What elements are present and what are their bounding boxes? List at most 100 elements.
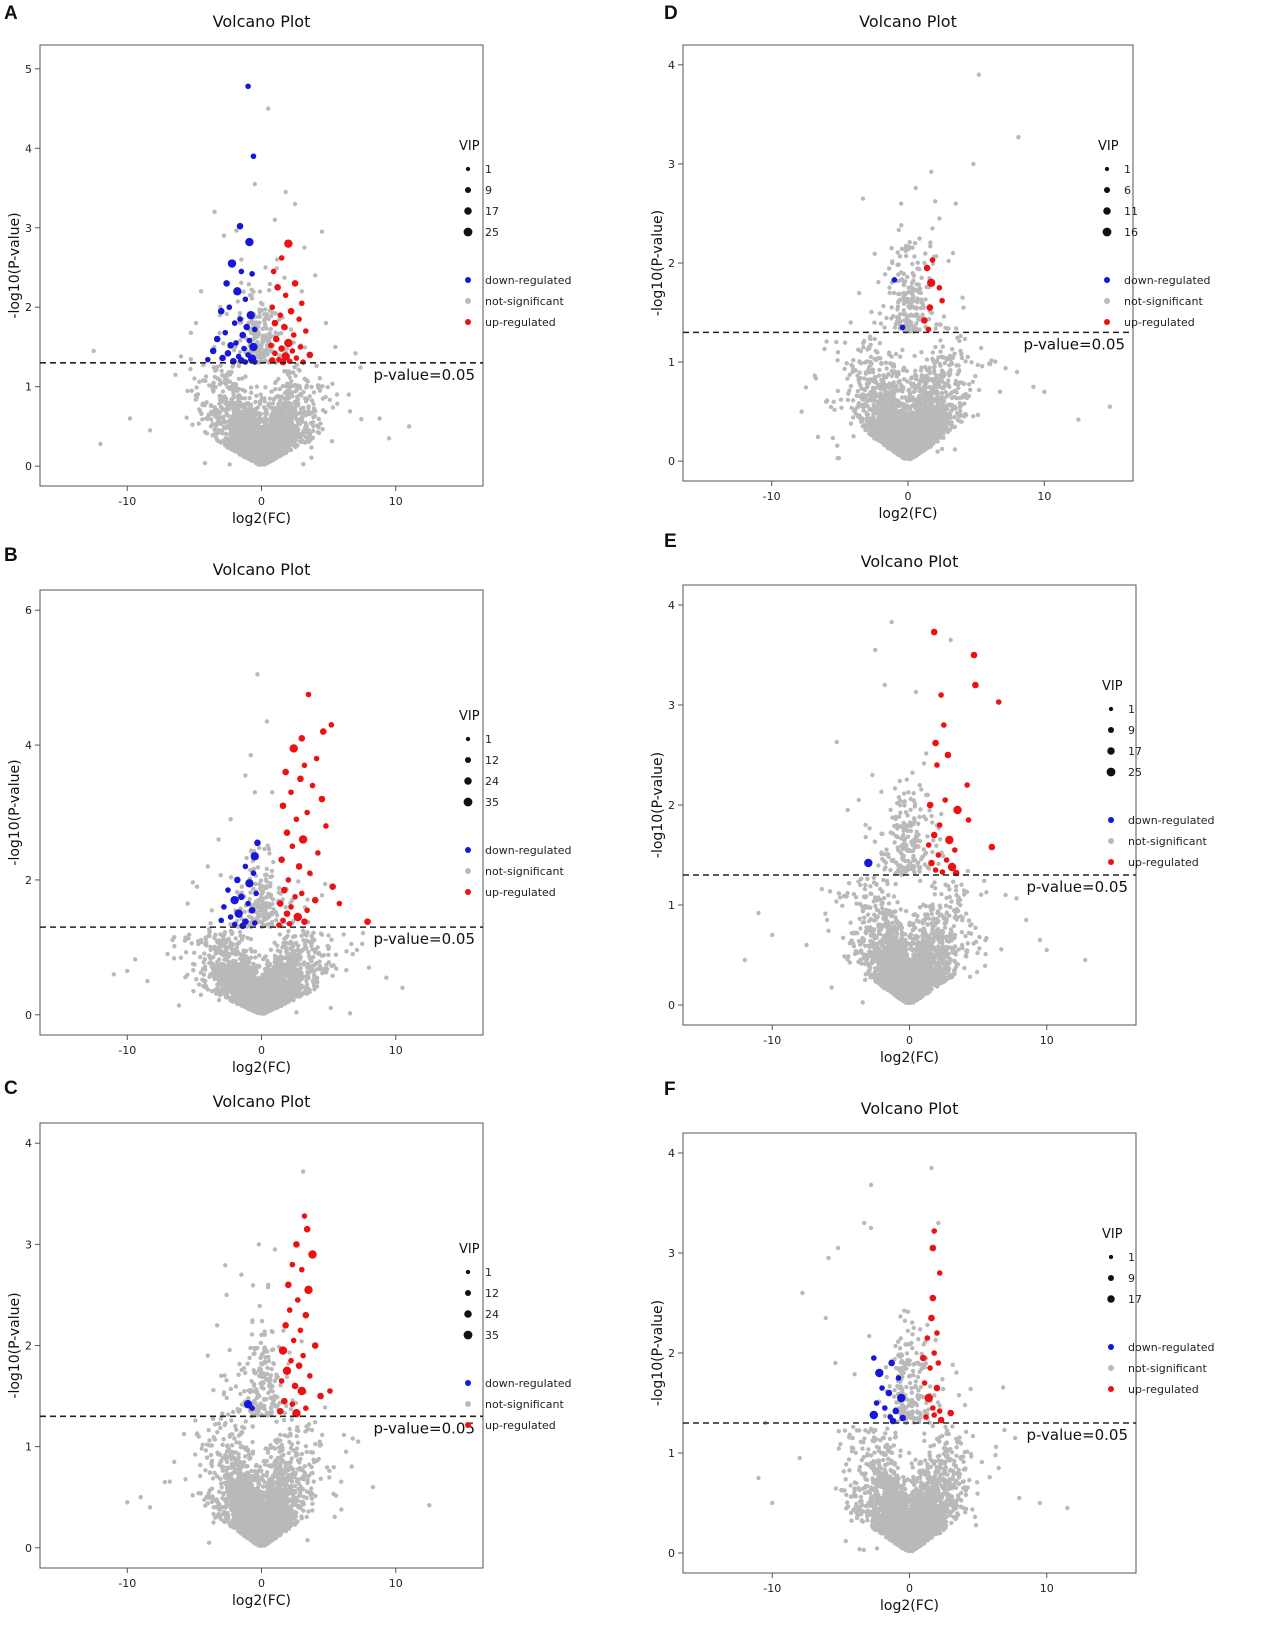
point-not-significant bbox=[237, 929, 243, 935]
point-down-regulated bbox=[246, 310, 255, 320]
point-not-significant bbox=[202, 460, 208, 466]
point-not-significant bbox=[185, 388, 190, 394]
point-not-significant bbox=[309, 943, 314, 948]
point-not-significant bbox=[311, 955, 316, 960]
y-tick-label: 5 bbox=[25, 63, 32, 76]
point-not-significant bbox=[283, 935, 288, 941]
point-not-significant bbox=[213, 932, 218, 937]
point-not-significant bbox=[206, 415, 211, 420]
point-not-significant bbox=[314, 363, 319, 368]
point-not-significant bbox=[257, 307, 262, 312]
point-not-significant bbox=[262, 318, 267, 324]
point-not-significant bbox=[213, 974, 219, 979]
point-not-significant bbox=[291, 340, 296, 345]
point-not-significant bbox=[210, 385, 215, 390]
point-not-significant bbox=[262, 428, 267, 434]
point-not-significant bbox=[178, 354, 184, 359]
point-not-significant bbox=[211, 380, 216, 385]
legend-ns-dot bbox=[465, 298, 471, 304]
legend-vip-label: 25 bbox=[485, 226, 499, 239]
point-not-significant bbox=[285, 426, 290, 432]
point-not-significant bbox=[248, 936, 254, 942]
point-not-significant bbox=[98, 441, 103, 447]
point-not-significant bbox=[242, 424, 247, 429]
point-not-significant bbox=[266, 316, 271, 322]
point-not-significant bbox=[173, 372, 178, 377]
point-not-significant bbox=[299, 393, 304, 398]
point-not-significant bbox=[267, 396, 273, 401]
point-not-significant bbox=[264, 312, 270, 317]
point-not-significant bbox=[298, 966, 303, 971]
point-not-significant bbox=[288, 370, 293, 375]
point-not-significant bbox=[277, 443, 282, 448]
point-not-significant bbox=[275, 423, 281, 429]
point-not-significant bbox=[280, 383, 285, 389]
point-not-significant bbox=[188, 330, 194, 335]
point-not-significant bbox=[280, 409, 286, 414]
point-not-significant bbox=[229, 397, 234, 402]
point-not-significant bbox=[271, 397, 277, 402]
point-up-regulated bbox=[291, 280, 299, 287]
point-down-regulated bbox=[224, 350, 232, 357]
point-not-significant bbox=[183, 935, 188, 940]
point-not-significant bbox=[263, 448, 269, 454]
point-not-significant bbox=[213, 951, 218, 956]
point-not-significant bbox=[256, 455, 262, 461]
point-not-significant bbox=[225, 413, 231, 418]
x-tick-label: 10 bbox=[389, 495, 403, 508]
point-not-significant bbox=[316, 425, 321, 430]
point-not-significant bbox=[311, 390, 317, 395]
point-not-significant bbox=[347, 409, 353, 414]
point-not-significant bbox=[223, 396, 229, 401]
point-not-significant bbox=[266, 459, 271, 464]
point-not-significant bbox=[306, 405, 311, 411]
x-axis-label: log2(FC) bbox=[232, 511, 291, 527]
point-not-significant bbox=[198, 408, 203, 414]
point-down-regulated bbox=[223, 280, 230, 287]
point-not-significant bbox=[195, 392, 201, 397]
point-not-significant bbox=[233, 936, 238, 941]
point-not-significant bbox=[287, 435, 292, 440]
point-not-significant bbox=[344, 968, 349, 973]
point-not-significant bbox=[232, 400, 237, 406]
point-not-significant bbox=[326, 952, 331, 958]
point-not-significant bbox=[192, 950, 197, 955]
point-not-significant bbox=[234, 228, 239, 233]
point-not-significant bbox=[218, 363, 223, 368]
point-not-significant bbox=[198, 289, 204, 294]
point-not-significant bbox=[316, 416, 321, 422]
point-not-significant bbox=[251, 969, 256, 974]
point-up-regulated bbox=[268, 342, 274, 349]
point-not-significant bbox=[294, 384, 300, 390]
point-not-significant bbox=[282, 275, 287, 280]
point-not-significant bbox=[288, 327, 294, 332]
point-not-significant bbox=[212, 405, 217, 410]
point-not-significant bbox=[270, 449, 275, 454]
point-up-regulated bbox=[277, 312, 284, 318]
point-not-significant bbox=[208, 403, 214, 409]
point-not-significant bbox=[269, 310, 275, 315]
point-not-significant bbox=[292, 201, 298, 207]
point-not-significant bbox=[252, 423, 258, 428]
point-not-significant bbox=[127, 416, 133, 421]
point-not-significant bbox=[248, 385, 254, 390]
point-not-significant bbox=[310, 420, 316, 425]
point-not-significant bbox=[235, 400, 241, 405]
point-not-significant bbox=[277, 407, 282, 412]
point-not-significant bbox=[282, 396, 287, 401]
point-up-regulated bbox=[274, 284, 281, 291]
point-not-significant bbox=[293, 373, 298, 378]
point-not-significant bbox=[257, 450, 262, 455]
legend-vip-dot bbox=[464, 186, 472, 194]
point-not-significant bbox=[285, 423, 291, 428]
point-not-significant bbox=[251, 289, 256, 294]
point-not-significant bbox=[294, 388, 299, 393]
point-not-significant bbox=[208, 424, 214, 429]
point-not-significant bbox=[256, 442, 262, 448]
point-not-significant bbox=[255, 340, 260, 345]
point-not-significant bbox=[228, 430, 233, 435]
point-not-significant bbox=[263, 307, 268, 312]
point-not-significant bbox=[273, 387, 278, 392]
point-not-significant bbox=[294, 423, 300, 428]
